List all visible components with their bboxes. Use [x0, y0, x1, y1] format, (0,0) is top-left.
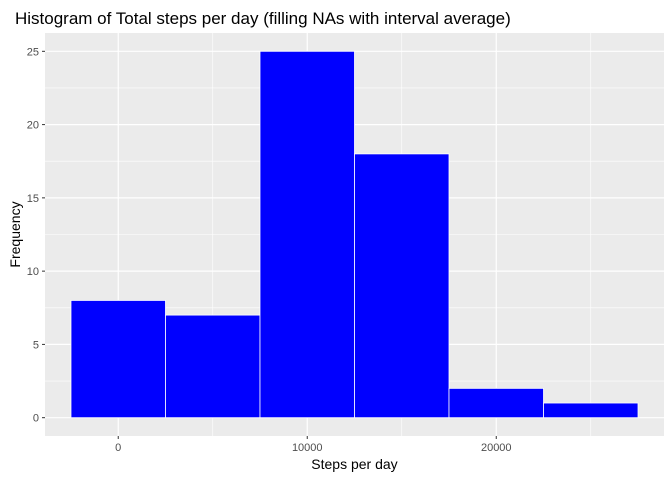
histogram-bars: [70, 50, 639, 419]
y-axis-label: Frequency: [7, 201, 23, 267]
x-tick-label: 10000: [292, 442, 323, 454]
chart-title: Histogram of Total steps per day (fillin…: [15, 9, 511, 28]
x-axis-ticks: 0 10000 20000: [115, 436, 512, 454]
histogram-bar: [354, 153, 450, 419]
y-tick-label: 0: [33, 413, 39, 425]
y-tick-label: 15: [27, 193, 39, 205]
histogram-bar: [543, 402, 639, 419]
histogram-bar: [165, 314, 261, 419]
histogram-bar: [70, 300, 166, 419]
y-tick-label: 5: [33, 339, 39, 351]
y-tick-label: 20: [27, 120, 39, 132]
histogram-bar: [448, 387, 544, 419]
y-axis-ticks: 0 5 10 15 20 25: [27, 46, 45, 425]
x-axis-label: Steps per day: [311, 456, 397, 472]
x-tick-label: 0: [115, 442, 121, 454]
y-tick-label: 10: [27, 266, 39, 278]
histogram-bar: [259, 50, 355, 419]
x-tick-label: 20000: [481, 442, 512, 454]
y-tick-label: 25: [27, 46, 39, 58]
